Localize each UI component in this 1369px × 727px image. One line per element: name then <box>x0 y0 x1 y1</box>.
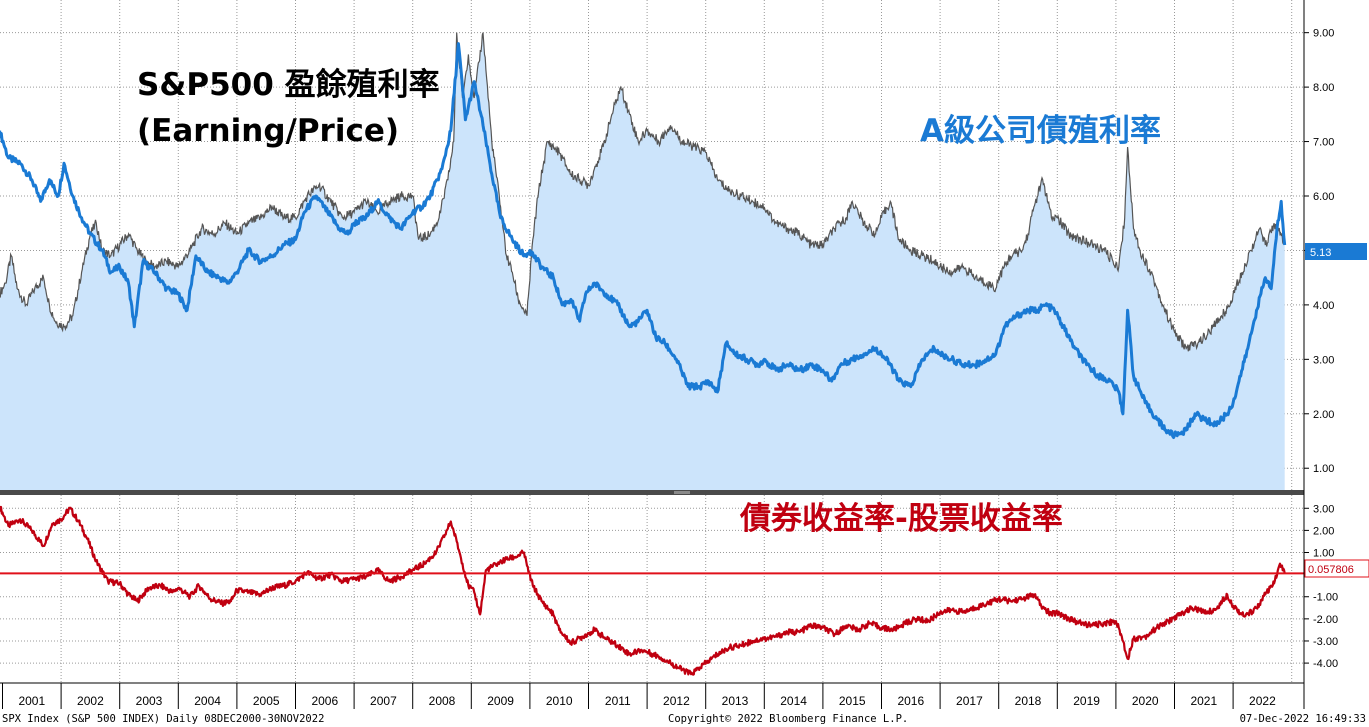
lower-tick-label: 2.00 <box>1313 525 1334 537</box>
earnings-yield-line <box>0 32 1286 352</box>
year-label: 2006 <box>311 694 338 708</box>
year-label: 2013 <box>722 694 749 708</box>
year-label: 2015 <box>839 694 866 708</box>
annotation-spread: 債券收益率-股票收益率 <box>739 501 1063 537</box>
year-label: 2003 <box>136 694 163 708</box>
year-label: 2017 <box>956 694 983 708</box>
annotation-earning-price: (Earning/Price) <box>137 113 399 149</box>
lower-tick-label: -3.00 <box>1313 636 1338 648</box>
panel-separator[interactable] <box>0 490 1304 495</box>
upper-tick-label: 1.00 <box>1313 463 1334 475</box>
svg-text:5.13: 5.13 <box>1310 247 1331 259</box>
year-label: 2004 <box>194 694 221 708</box>
a-grade-bond-yield-line <box>0 42 1287 439</box>
svg-text:0.057806: 0.057806 <box>1308 564 1354 576</box>
annotation-earnings-yield: S&P500 盈餘殖利率 <box>137 67 440 103</box>
year-label: 2005 <box>253 694 280 708</box>
year-label: 2016 <box>897 694 924 708</box>
upper-tick-label: 4.00 <box>1313 300 1334 312</box>
upper-tick-label: 7.00 <box>1313 137 1334 149</box>
year-label: 2009 <box>487 694 514 708</box>
year-label: 2011 <box>605 694 631 708</box>
lower-y-axis: 3.00 2.00 1.00 -1.00 -2.00 -3.00 -4.00 <box>1304 503 1338 670</box>
lower-tick-label: -4.00 <box>1313 658 1338 670</box>
lower-tick-label: -2.00 <box>1313 614 1338 626</box>
year-label: 2012 <box>663 694 690 708</box>
year-label: 2008 <box>429 694 456 708</box>
upper-last-value-label: 5.13 <box>1305 243 1367 260</box>
footer-left: SPX Index (S&P 500 INDEX) Daily 08DEC200… <box>2 713 324 725</box>
upper-tick-label: 9.00 <box>1313 28 1334 40</box>
footer-right: 07-Dec-2022 16:49:33 <box>1240 713 1366 725</box>
upper-tick-label: 3.00 <box>1313 354 1334 366</box>
annotation-bond-yield: A級公司債殖利率 <box>920 113 1161 149</box>
year-label: 2018 <box>1015 694 1042 708</box>
yield-spread-line <box>0 505 1286 676</box>
upper-tick-label: 2.00 <box>1313 409 1334 421</box>
year-label: 2010 <box>546 694 573 708</box>
lower-tick-label: -1.00 <box>1313 592 1338 604</box>
year-label: 2022 <box>1249 694 1276 708</box>
year-label: 2014 <box>780 694 807 708</box>
year-label: 2020 <box>1132 694 1159 708</box>
lower-grid <box>0 495 1304 683</box>
year-label: 2021 <box>1190 694 1217 708</box>
lower-tick-label: 1.00 <box>1313 548 1334 560</box>
x-axis: 2001 2002 2003 2004 2005 2006 2007 2008 2009 2010… <box>2 683 1276 709</box>
year-label: 2002 <box>77 694 104 708</box>
upper-tick-label: 8.00 <box>1313 82 1334 94</box>
lower-last-value-label: 0.057806 <box>1304 559 1369 578</box>
panel-resize-handle[interactable] <box>674 491 690 494</box>
year-label: 2001 <box>18 694 45 708</box>
earnings-yield-area <box>0 32 1285 490</box>
year-label: 2007 <box>370 694 397 708</box>
lower-tick-label: 3.00 <box>1313 503 1334 515</box>
footer-center: Copyright© 2022 Bloomberg Finance L.P. <box>668 713 908 725</box>
year-label: 2019 <box>1073 694 1100 708</box>
upper-tick-label: 6.00 <box>1313 191 1334 203</box>
